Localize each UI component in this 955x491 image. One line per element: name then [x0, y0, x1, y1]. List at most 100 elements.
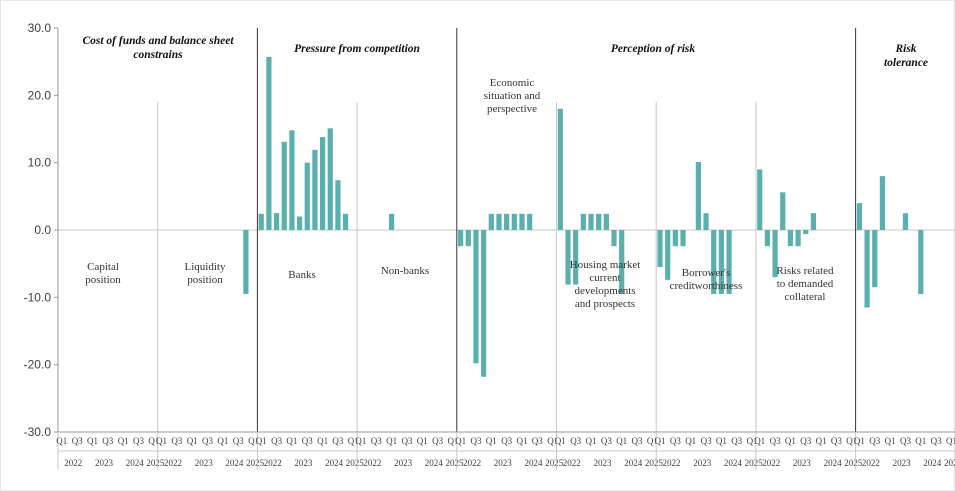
x-year-label: 2024	[923, 458, 942, 468]
panel-separators	[157, 28, 857, 432]
panel-label: current	[589, 272, 620, 284]
x-quarter-label: Q1	[417, 436, 428, 446]
bar	[619, 230, 625, 294]
bar	[458, 230, 464, 247]
x-quarter-label: Q3	[869, 436, 880, 446]
x-year-label: 2024	[325, 458, 344, 468]
y-tick-label: 20.0	[28, 88, 52, 102]
x-quarter-label: Q1	[56, 436, 67, 446]
x-quarter-label: Q3	[102, 436, 113, 446]
bar	[281, 141, 287, 230]
group-title: Pressure from competition	[294, 43, 420, 55]
x-year-label: 2025	[146, 458, 165, 468]
x-quarter-label: Q1	[355, 436, 366, 446]
x-year-label: 2024	[624, 458, 643, 468]
x-quarter-label: Q3	[532, 436, 543, 446]
group-title: Cost of funds and balance sheet	[82, 35, 234, 47]
bar	[565, 230, 571, 285]
bar	[304, 162, 310, 230]
x-year-label: 2024	[525, 458, 544, 468]
x-quarter-label: Q3	[202, 436, 213, 446]
x-year-label: 2025	[346, 458, 365, 468]
x-year-label: 2022	[663, 458, 681, 468]
x-quarter-label: Q1	[386, 436, 397, 446]
x-quarter-label: Q1	[616, 436, 627, 446]
bar	[611, 230, 617, 247]
bar	[481, 230, 487, 377]
bar	[258, 213, 264, 230]
panel-label: position	[187, 274, 223, 286]
x-quarter-label: Q1	[586, 436, 597, 446]
bar	[312, 149, 318, 230]
bar	[695, 161, 701, 230]
x-quarter-label: Q3	[233, 436, 244, 446]
x-quarter-label: Q3	[171, 436, 182, 446]
panel-label: developments	[574, 285, 635, 297]
x-quarter-label: Q3	[831, 436, 842, 446]
bar	[803, 230, 809, 235]
bar	[289, 130, 295, 230]
x-quarter-label: Q1	[655, 436, 666, 446]
bar	[473, 230, 479, 364]
x-quarter-label: Q1	[156, 436, 167, 446]
x-year-label: 2024	[225, 458, 244, 468]
x-quarter-label: Q3	[271, 436, 282, 446]
bar	[588, 213, 594, 230]
y-tick-label: -10.0	[24, 290, 52, 304]
x-year-label: 2025	[844, 458, 863, 468]
x-quarter-label: Q1	[716, 436, 727, 446]
x-quarter-label: Q3	[501, 436, 512, 446]
x-quarter-label: Q3	[570, 436, 581, 446]
x-year-label: 2025	[246, 458, 265, 468]
bar	[580, 213, 586, 230]
x-quarter-label: Q1	[747, 436, 758, 446]
bar	[680, 230, 686, 247]
x-quarter-label: Q3	[770, 436, 781, 446]
panel-label: situation and	[484, 90, 541, 102]
x-year-label: 2025	[745, 458, 764, 468]
x-year-label: 2023	[693, 458, 712, 468]
y-tick-label: 30.0	[28, 21, 52, 35]
bar	[764, 230, 770, 247]
x-quarter-label: Q3	[701, 436, 712, 446]
panel-label: Borrower's	[682, 267, 730, 279]
bar	[496, 213, 502, 230]
x-quarter-label: Q3	[601, 436, 612, 446]
bar	[603, 213, 609, 230]
panel-label: position	[85, 274, 121, 286]
x-year-label: 2022	[862, 458, 880, 468]
bar	[726, 230, 732, 294]
x-quarter-label: Q1	[547, 436, 558, 446]
x-quarter-label: Q3	[72, 436, 83, 446]
x-year-label: 2024	[824, 458, 843, 468]
x-year-label: 2022	[264, 458, 282, 468]
x-year-label: 2022	[463, 458, 481, 468]
x-quarter-label: Q1	[348, 436, 359, 446]
x-year-label: 2022	[762, 458, 780, 468]
x-quarter-label: Q1	[846, 436, 857, 446]
bar	[343, 213, 349, 230]
x-quarter-label: Q3	[670, 436, 681, 446]
bar	[488, 213, 494, 230]
x-year-label: 2022	[64, 458, 82, 468]
x-year-label: 2023	[893, 458, 912, 468]
x-quarter-label: Q1	[87, 436, 98, 446]
x-quarter-label: Q1	[187, 436, 198, 446]
bar	[657, 230, 663, 268]
x-quarter-label: Q1	[317, 436, 328, 446]
bar	[573, 230, 579, 285]
bar	[335, 180, 341, 230]
x-quarter-label: Q1	[685, 436, 696, 446]
group-titles: Cost of funds and balance sheet constrain…	[82, 35, 928, 69]
x-quarter-label: Q1	[785, 436, 796, 446]
x-year-label: 2022	[563, 458, 581, 468]
bar	[787, 230, 794, 247]
x-quarter-label: Q1	[555, 436, 566, 446]
bar	[665, 230, 671, 280]
x-quarter-label: Q1	[118, 436, 129, 446]
bar	[718, 230, 724, 294]
x-quarter-label: Q1	[854, 436, 865, 446]
panel-label: and prospects	[575, 298, 635, 310]
